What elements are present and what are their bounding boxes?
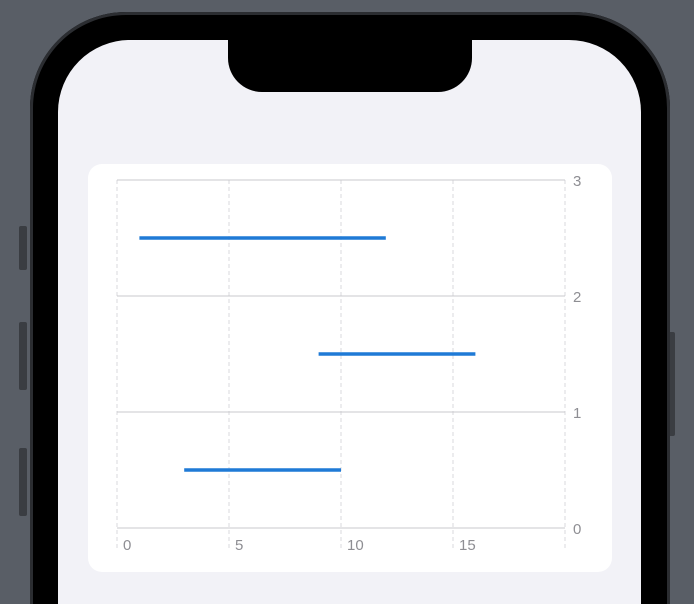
notch: [228, 40, 472, 92]
x-tick-label-0: 0: [123, 537, 131, 554]
range-bar-chart: 0 5 10 15 0 1 2 3: [116, 173, 581, 554]
y-tick-label-1: 1: [573, 405, 581, 422]
power-button: [667, 332, 675, 436]
x-tick-label-1: 5: [235, 537, 243, 554]
volume-down-button: [19, 448, 27, 516]
volume-up-button: [19, 322, 27, 390]
mute-switch: [19, 226, 27, 270]
y-tick-label-0: 0: [573, 521, 581, 538]
x-tick-label-3: 15: [459, 537, 476, 554]
x-tick-label-2: 10: [347, 537, 364, 554]
chart-card: 0 5 10 15 0 1 2 3: [88, 164, 612, 572]
y-tick-label-2: 2: [573, 289, 581, 306]
y-tick-label-3: 3: [573, 173, 581, 190]
